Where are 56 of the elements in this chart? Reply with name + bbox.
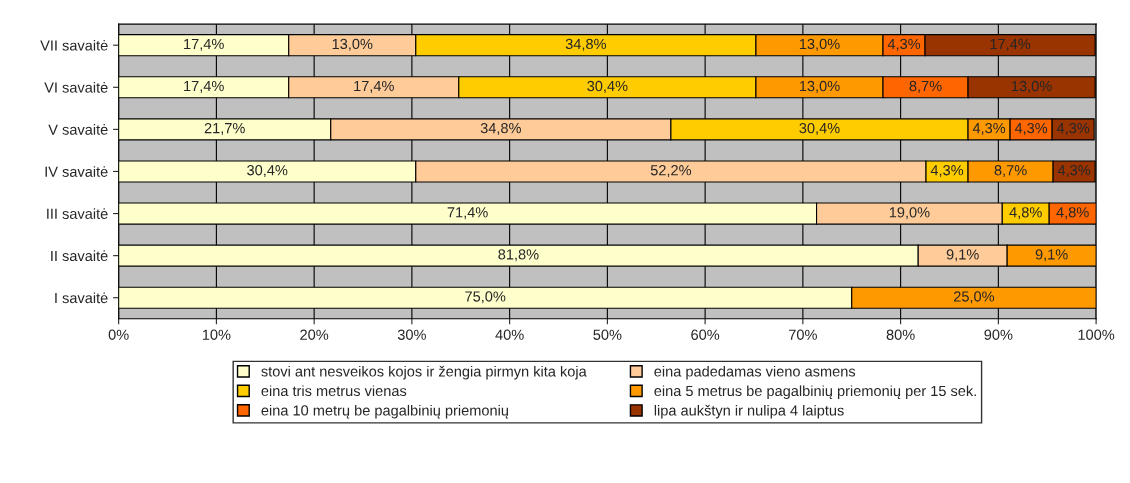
data-label: 4,3% [1056,122,1090,136]
data-label: 4,8% [1009,207,1042,220]
data-label: 19,0% [889,207,930,220]
data-label: 8,7% [909,80,942,93]
legend-label: lipa aukštyn ir nulipa 4 laiptus [654,404,844,419]
x-tick-label: 60% [691,329,720,340]
legend-label: eina padedamas vieno asmens [654,365,856,380]
data-label: 34,8% [565,38,607,51]
data-label: 52,2% [650,165,692,178]
data-label: 81,8% [498,249,539,262]
data-label: 8,7% [994,165,1027,178]
x-tick-label: 0% [108,329,129,340]
legend-label: eina 10 metrų be pagalbinių priemonių [261,404,509,419]
y-tick-label: III savaitė [47,208,108,219]
x-tick-label: 40% [495,329,524,340]
legend-label: stovi ant nesveikos kojos ir žengia pirmyn kita koja [261,365,587,380]
y-tick-label: II savaitė [51,250,108,262]
data-label: 4,8% [1056,207,1089,220]
data-label: 30,4% [799,122,840,136]
data-label: 17,4% [354,80,394,93]
y-tick-label: IV savaitė [45,166,108,177]
y-tick-label: VII savaitė [40,39,108,51]
data-label: 13,0% [1012,80,1052,93]
data-label: 34,8% [480,122,521,136]
data-label: 13,0% [799,80,840,93]
data-label: 13,0% [799,38,840,51]
x-tick-label: 70% [789,329,817,340]
x-tick-label: 10% [202,329,231,340]
y-tick-label: VI savaitė [44,82,108,93]
x-tick-label: 30% [397,329,426,340]
data-label: 9,1% [1035,249,1068,262]
data-label: 25,0% [953,291,995,304]
y-tick-label: I savaitė [55,292,108,304]
data-label: 21,7% [204,122,245,136]
data-label: 4,3% [1014,122,1048,136]
data-label: 9,1% [946,249,979,262]
x-tick-label: 50% [593,329,622,340]
data-label: 4,3% [887,38,921,51]
data-label: 17,4% [990,38,1031,51]
data-label: 17,4% [184,38,224,51]
data-label: 71,4% [447,207,488,220]
legend-label: eina tris metrus vienas [261,385,407,397]
data-label: 13,0% [332,38,373,51]
x-tick-label: 100% [1078,329,1115,340]
data-label: 4,3% [930,165,964,178]
data-label: 17,4% [184,80,224,93]
data-label: 30,4% [587,80,628,93]
x-tick-label: 80% [886,329,915,340]
data-label: 30,4% [247,165,288,178]
x-tick-label: 20% [300,329,329,340]
y-tick-label: V savaitė [48,124,108,135]
data-label: 75,0% [465,291,506,304]
legend-label: eina 5 metrus be pagalbinių priemonių per 15 sek. [654,385,976,399]
data-label: 4,3% [1057,165,1091,178]
data-label: 4,3% [972,122,1006,136]
x-tick-label: 90% [984,329,1013,340]
